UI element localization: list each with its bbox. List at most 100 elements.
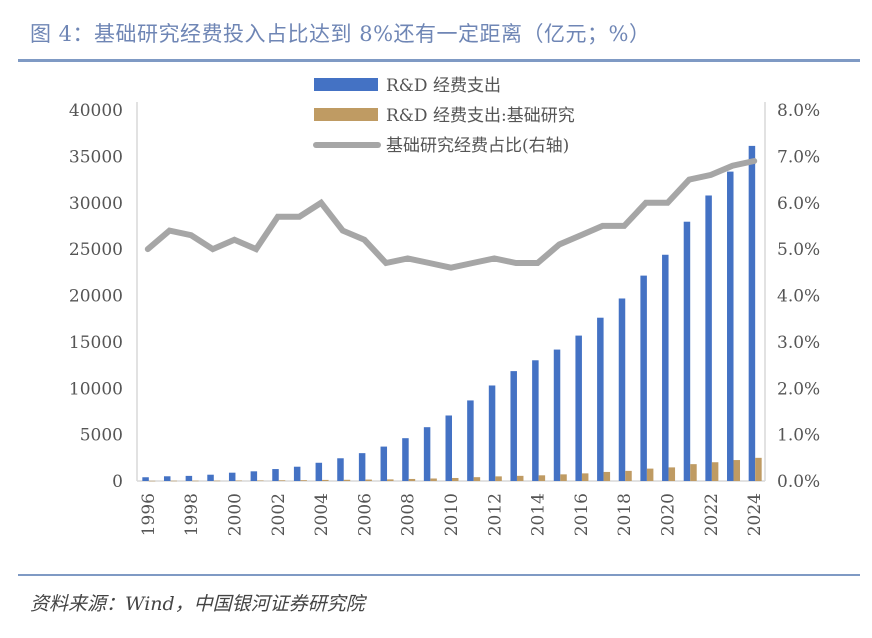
- bar-basic-research: [625, 470, 632, 481]
- bar-basic-research: [322, 479, 329, 481]
- bar-rd-total: [705, 195, 712, 481]
- bar-basic-research: [148, 480, 156, 482]
- left-axis-tick-label: 40000: [69, 101, 123, 121]
- bar-basic-research: [603, 471, 611, 481]
- x-axis-tick-label: 2004: [312, 493, 332, 536]
- bar-rd-total: [683, 221, 691, 481]
- right-axis-tick-label: 6.0%: [777, 194, 820, 214]
- bar-rd-total: [640, 275, 647, 481]
- bar-basic-research: [213, 480, 221, 482]
- right-axis-tick-label: 4.0%: [777, 287, 820, 307]
- x-axis-tick-label: 2014: [529, 493, 549, 536]
- legend-swatch-rd-total: [314, 78, 378, 91]
- bar-basic-research: [668, 467, 676, 481]
- right-axis-tick-label: 3.0%: [777, 333, 820, 353]
- right-axis-tick-label: 1.0%: [777, 426, 820, 446]
- bar-basic-research: [170, 480, 177, 482]
- legend-label-share: 基础研究经费占比(右轴): [386, 136, 569, 156]
- bar-basic-research: [538, 475, 546, 481]
- bar-rd-total: [488, 385, 496, 481]
- bar-rd-total: [467, 400, 474, 481]
- bar-basic-research: [495, 476, 502, 481]
- x-axis-tick-label: 2002: [269, 493, 289, 536]
- bar-basic-research: [755, 457, 762, 481]
- bar-basic-research: [300, 480, 307, 481]
- bar-basic-research: [192, 480, 199, 482]
- bar-rd-total: [662, 254, 669, 481]
- x-axis-tick-label: 2024: [745, 493, 765, 536]
- bar-rd-total: [423, 427, 431, 481]
- left-axis-tick-label: 15000: [69, 333, 123, 353]
- x-axis-tick-label: 2016: [572, 493, 592, 536]
- source-note: 资料来源：Wind，中国银河证券研究院: [30, 593, 365, 615]
- legend-label-basic-research: R&D 经费支出:基础研究: [386, 106, 575, 126]
- share-line: [144, 158, 758, 271]
- x-axis-tick-label: 2000: [225, 493, 245, 536]
- bar-rd-total: [380, 446, 388, 481]
- legend-swatch-basic-research: [314, 108, 378, 121]
- left-axis-tick-label: 20000: [69, 287, 123, 307]
- x-axis-tick-label: 2018: [615, 493, 635, 536]
- x-axis-tick-label: 2012: [485, 493, 505, 536]
- bar-basic-research: [387, 479, 394, 481]
- bar-basic-research: [711, 462, 719, 481]
- axes: 0 5000 10000 15000 20000 25000 30000 35000 40000…: [69, 101, 820, 536]
- right-axis-tick-label: 7.0%: [777, 147, 820, 167]
- bar-rd-total: [748, 145, 756, 481]
- x-axis-tick-label: 2010: [442, 493, 462, 536]
- bar-rd-total: [337, 458, 344, 481]
- bar-basic-research: [581, 473, 589, 481]
- bar-rd-total: [402, 438, 409, 481]
- bar-basic-research: [690, 464, 697, 481]
- bar-basic-research: [452, 477, 459, 481]
- x-axis-tick-label: 2006: [355, 493, 375, 536]
- right-axis-tick-label: 5.0%: [777, 240, 820, 260]
- bar-basic-research: [278, 480, 286, 481]
- bar-basic-research: [430, 478, 437, 481]
- right-axis-tick-label: 0.0%: [777, 472, 820, 492]
- bar-basic-research: [343, 479, 351, 481]
- left-axis-tick-label: 35000: [69, 147, 123, 167]
- right-axis-tick-label: 8.0%: [777, 101, 820, 121]
- legend-label-rd-total: R&D 经费支出: [386, 76, 501, 96]
- bar-rd-total: [358, 453, 366, 481]
- x-axis-tick-label: 1998: [182, 493, 202, 536]
- bar-rd-total: [315, 462, 323, 481]
- left-axis-tick-label: 30000: [69, 194, 123, 214]
- bar-basic-research: [408, 478, 416, 481]
- bar-basic-research: [235, 480, 242, 482]
- bars: [142, 145, 762, 482]
- bar-rd-total: [272, 469, 279, 481]
- x-axis-tick-label: 2008: [399, 493, 419, 536]
- left-axis-tick-label: 0: [112, 472, 123, 492]
- bar-rd-total: [142, 477, 149, 481]
- bar-rd-total: [727, 171, 734, 481]
- bar-basic-research: [516, 475, 524, 481]
- chart-canvas: 0 5000 10000 15000 20000 25000 30000 35000 40000…: [69, 76, 820, 536]
- bar-basic-research: [473, 477, 481, 481]
- bar-rd-total: [618, 298, 626, 481]
- x-axis-tick-label: 2020: [659, 493, 679, 536]
- chart-title: 图 4：基础研究经费投入占比达到 8%还有一定距离（亿元；%）: [30, 22, 651, 46]
- bar-rd-total: [553, 349, 561, 481]
- title-divider: [18, 59, 860, 62]
- x-axis-tick-label: 2022: [702, 493, 722, 536]
- bar-basic-research: [365, 479, 372, 481]
- bar-rd-total: [575, 335, 582, 481]
- bar-basic-research: [646, 468, 654, 481]
- bar-rd-total: [293, 466, 301, 481]
- bar-rd-total: [532, 360, 539, 481]
- bar-basic-research: [560, 474, 567, 481]
- legend: R&D 经费支出 R&D 经费支出:基础研究 基础研究经费占比(右轴): [313, 76, 575, 156]
- right-axis-tick-label: 2.0%: [777, 379, 820, 399]
- bar-basic-research: [257, 480, 264, 482]
- share-line-group: [144, 158, 758, 271]
- left-axis-tick-label: 25000: [69, 240, 123, 260]
- source-divider: [18, 574, 860, 576]
- bar-rd-total: [510, 371, 517, 481]
- left-axis-tick-label: 10000: [69, 379, 123, 399]
- bar-rd-total: [163, 476, 171, 481]
- bar-rd-total: [185, 475, 193, 481]
- bar-rd-total: [597, 317, 604, 481]
- bar-rd-total: [228, 472, 236, 481]
